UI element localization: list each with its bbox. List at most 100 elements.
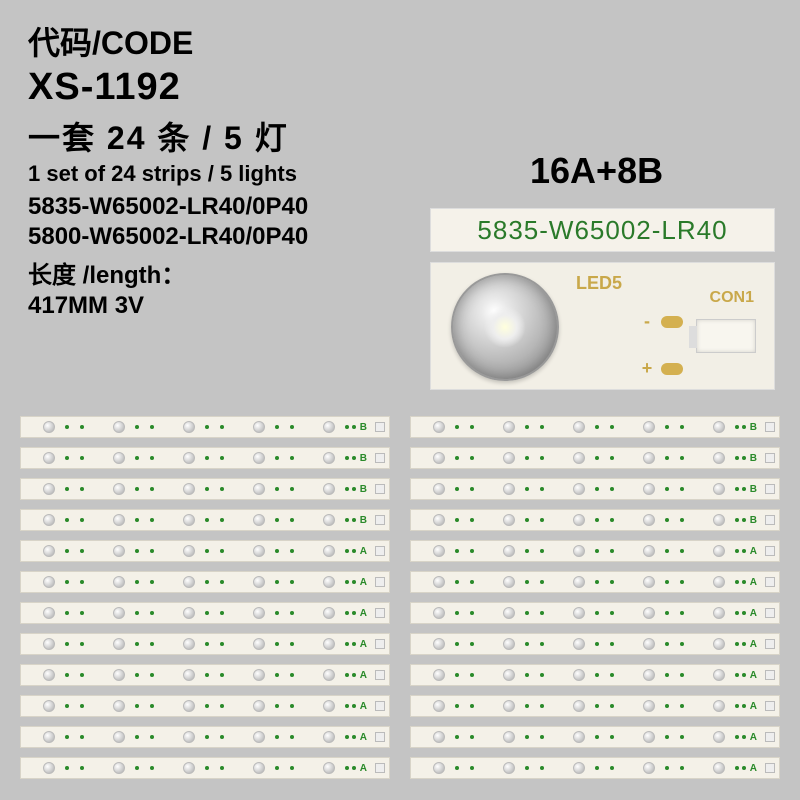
strip-led-icon — [183, 545, 195, 557]
strip-led-icon — [503, 576, 515, 588]
pcb-dot-icon — [135, 673, 139, 677]
pcb-dot-icon — [470, 642, 474, 646]
strips-column-right: BBBBAAAAAAAA — [410, 416, 780, 782]
strip-type-tag: A — [750, 763, 757, 774]
pcb-dot-icon — [610, 580, 614, 584]
pcb-dot-icon — [595, 704, 599, 708]
pcb-dot-icon — [540, 611, 544, 615]
set-desc-en: 1 set of 24 strips / 5 lights — [28, 161, 308, 187]
strip-connector-icon — [765, 453, 775, 463]
strip-led-icon — [433, 731, 445, 743]
pcb-dot-icon — [220, 580, 224, 584]
strip-led-icon — [43, 762, 55, 774]
pcb-dot-icon — [290, 766, 294, 770]
strip-led-icon — [253, 514, 265, 526]
led-strip: B — [20, 509, 390, 531]
pcb-dot-icon — [525, 425, 529, 429]
led-strip: A — [410, 757, 780, 779]
pcb-dot-icon — [135, 456, 139, 460]
plus-sign: + — [641, 358, 653, 379]
strip-led-icon — [433, 452, 445, 464]
pcb-dot-icon — [135, 425, 139, 429]
strip-connector-icon — [765, 515, 775, 525]
pcb-dot-icon — [290, 642, 294, 646]
length-value: 417MM 3V — [28, 292, 308, 320]
pcb-dot-icon — [525, 487, 529, 491]
pcb-dot-icon — [352, 518, 356, 522]
strip-led-icon — [183, 638, 195, 650]
pcb-dot-icon — [352, 487, 356, 491]
pcb-dot-icon — [470, 766, 474, 770]
pcb-dot-icon — [135, 487, 139, 491]
strip-led-icon — [323, 421, 335, 433]
pcb-dot-icon — [352, 766, 356, 770]
pcb-dot-icon — [742, 487, 746, 491]
pcb-dot-icon — [205, 456, 209, 460]
pcb-dot-icon — [455, 735, 459, 739]
strip-type-tag: B — [750, 515, 757, 526]
strip-led-icon — [113, 762, 125, 774]
pcb-dot-icon — [455, 487, 459, 491]
pcb-dot-icon — [275, 704, 279, 708]
pcb-dot-icon — [595, 766, 599, 770]
pcb-dot-icon — [610, 673, 614, 677]
pcb-dot-icon — [275, 456, 279, 460]
pcb-dot-icon — [345, 518, 349, 522]
strip-led-icon — [43, 576, 55, 588]
strip-type-tag: B — [750, 422, 757, 433]
pcb-dot-icon — [150, 735, 154, 739]
pcb-dot-icon — [595, 425, 599, 429]
pcb-dot-icon — [220, 518, 224, 522]
strip-type-tag: B — [750, 484, 757, 495]
pcb-dot-icon — [290, 425, 294, 429]
strip-led-icon — [113, 421, 125, 433]
led-strip: B — [20, 416, 390, 438]
led-strip: A — [410, 633, 780, 655]
pcb-dot-icon — [665, 766, 669, 770]
strip-led-icon — [183, 514, 195, 526]
strip-connector-icon — [375, 732, 385, 742]
strip-connector-icon — [765, 546, 775, 556]
pcb-dot-icon — [80, 704, 84, 708]
strip-led-icon — [43, 607, 55, 619]
pcb-dot-icon — [80, 456, 84, 460]
pcb-dot-icon — [665, 611, 669, 615]
led-strip: A — [20, 602, 390, 624]
pcb-dot-icon — [345, 580, 349, 584]
pcb-dot-icon — [275, 735, 279, 739]
pcb-dot-icon — [135, 580, 139, 584]
led-strip: A — [410, 726, 780, 748]
pcb-dot-icon — [220, 611, 224, 615]
strip-led-icon — [113, 576, 125, 588]
pcb-dot-icon — [150, 704, 154, 708]
strip-led-icon — [713, 576, 725, 588]
pcb-dot-icon — [540, 735, 544, 739]
strip-led-icon — [503, 762, 515, 774]
strip-led-icon — [573, 483, 585, 495]
strip-led-icon — [573, 452, 585, 464]
pcb-dot-icon — [680, 487, 684, 491]
pcb-dot-icon — [455, 549, 459, 553]
pcb-dot-icon — [470, 611, 474, 615]
pcb-dot-icon — [540, 549, 544, 553]
pcb-dot-icon — [595, 456, 599, 460]
strip-led-icon — [183, 700, 195, 712]
pcb-dot-icon — [735, 425, 739, 429]
strip-type-tag: B — [360, 422, 367, 433]
pcb-dot-icon — [65, 425, 69, 429]
strip-led-icon — [433, 483, 445, 495]
strip-led-icon — [643, 669, 655, 681]
strip-led-icon — [323, 700, 335, 712]
code-label: 代码/CODE — [28, 18, 308, 64]
led-module-photo: LED5 CON1 - + — [430, 262, 775, 390]
pcb-dot-icon — [735, 549, 739, 553]
strip-connector-icon — [765, 608, 775, 618]
pcb-dot-icon — [610, 549, 614, 553]
strip-led-icon — [573, 514, 585, 526]
minus-sign: - — [641, 311, 653, 332]
strip-led-icon — [183, 762, 195, 774]
strip-type-tag: A — [360, 577, 367, 588]
pcb-dot-icon — [290, 456, 294, 460]
strip-led-icon — [643, 483, 655, 495]
pcb-dot-icon — [610, 642, 614, 646]
